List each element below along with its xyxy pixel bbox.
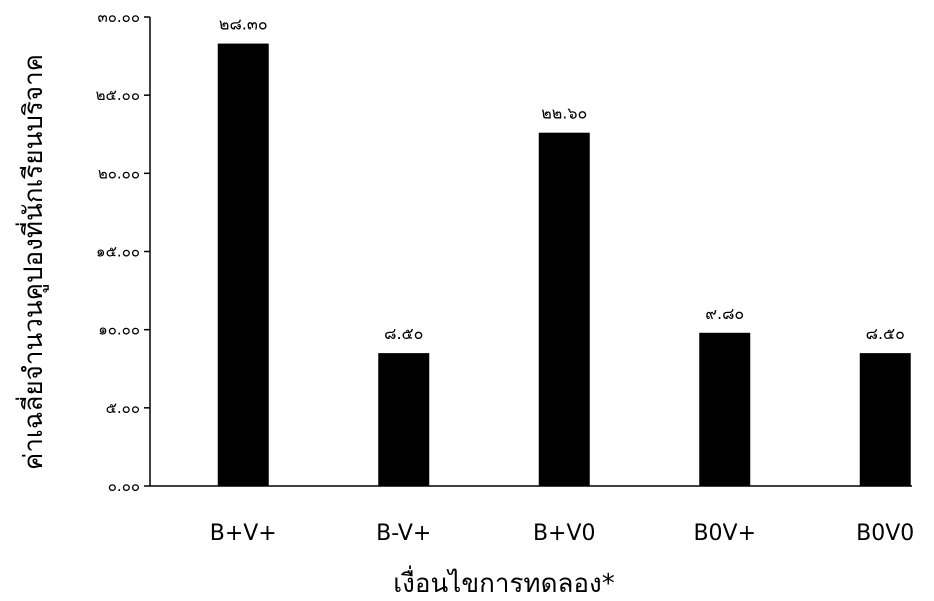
- bars-group: [217, 43, 911, 487]
- y-tick-label: ๐.๐๐: [108, 477, 140, 495]
- data-label-2: ๒๒.๖๐: [541, 104, 587, 123]
- y-tick-label: ๒๕.๐๐: [96, 86, 140, 104]
- x-axis-title: เงื่อนไขการทดลอง*: [393, 565, 614, 599]
- data-label-3: ๙.๘๐: [705, 304, 744, 323]
- bar-4: [859, 353, 911, 486]
- y-tick-label: ๑๕.๐๐: [96, 243, 140, 261]
- y-tick-label: ๒๐.๐๐: [98, 164, 140, 182]
- y-tick-label: ๕.๐๐: [106, 399, 140, 417]
- x-tick-label-2: B+V0: [533, 521, 596, 546]
- data-labels-group: ๒๘.๓๐๘.๕๐ ๒๒.๖๐๙.๘๐๘.๕๐: [219, 15, 905, 344]
- y-tick-label: ๑๐.๐๐: [98, 321, 140, 339]
- x-tick-label-3: B0V+: [693, 521, 756, 546]
- data-label-1: ๘.๕๐: [384, 324, 423, 343]
- x-tick-label-4: B0V0: [856, 521, 914, 546]
- y-axis-ticks: ๐.๐๐ ๕.๐๐ ๑๐.๐๐ ๑๕.๐๐ ๒๐.๐๐ ๒๕.๐๐ ๓๐.๐๐: [96, 8, 150, 495]
- x-tick-label-0: B+V+: [210, 521, 277, 546]
- data-label-0: ๒๘.๓๐: [219, 15, 268, 34]
- bar-1: [378, 353, 430, 486]
- x-axis-ticks: B+V+ B-V+ B+V0 B0V+ B0V0: [210, 521, 915, 546]
- data-label-4: ๘.๕๐: [866, 324, 905, 343]
- bar-0: [217, 43, 269, 487]
- y-tick-label: ๓๐.๐๐: [98, 8, 141, 26]
- y-axis-title: ค่าเฉลี่ยจำนวนคูปองที่นักเรียนบริจาค: [15, 54, 49, 470]
- x-tick-label-1: B-V+: [376, 521, 431, 546]
- bar-3: [699, 332, 751, 486]
- bar-2: [538, 132, 590, 487]
